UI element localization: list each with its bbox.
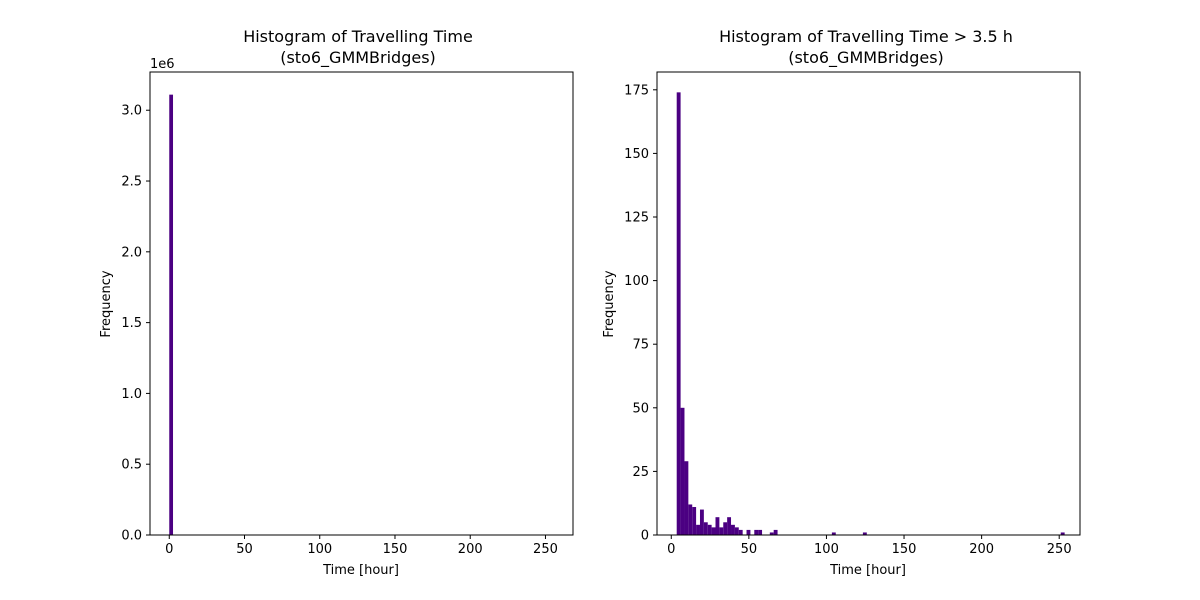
histogram-travelling-time: Histogram of Travelling Time (sto6_GMMBr… [99, 27, 574, 578]
y-offset-label: 1e6 [150, 57, 175, 72]
chart-title-line-1: Histogram of Travelling Time [243, 27, 473, 46]
x-tick-label: 150 [892, 542, 917, 557]
y-tick-label: 0 [641, 529, 649, 544]
y-tick-label: 1.5 [121, 316, 142, 331]
x-tick-label: 250 [533, 542, 558, 557]
x-tick-label: 100 [307, 542, 332, 557]
bars [169, 94, 174, 536]
y-tick-label: 175 [624, 83, 649, 98]
y-tick-label: 2.5 [121, 175, 142, 190]
x-tick-label: 0 [667, 542, 675, 557]
histogram-bar [696, 524, 700, 535]
histogram-bar [769, 532, 774, 535]
x-tick-label: 200 [458, 542, 483, 557]
y-tick-label: 0.0 [121, 529, 142, 544]
bars [676, 92, 1065, 535]
y-axis-label: Frequency [99, 270, 114, 337]
y-tick-label: 100 [624, 274, 649, 289]
x-axis-label: Time [hour] [829, 563, 906, 578]
y-tick-label: 150 [624, 147, 649, 162]
chart-title-line-2: (sto6_GMMBridges) [788, 48, 944, 68]
histogram-bar [1060, 532, 1065, 535]
histogram-bar [773, 529, 778, 535]
y-axis-label: Frequency [602, 270, 617, 337]
histogram-bar [862, 532, 867, 535]
x-tick-label: 250 [1047, 542, 1072, 557]
histogram-bar [719, 527, 724, 535]
y-tick-label: 25 [632, 465, 649, 480]
histogram-travelling-time-over-3-5h: Histogram of Travelling Time > 3.5 h (st… [602, 27, 1081, 578]
histogram-bar [676, 92, 681, 535]
plot-frame [656, 71, 1081, 536]
y-tick-label: 2.0 [121, 245, 142, 260]
histogram-bar [758, 529, 763, 535]
x-axis-label: Time [hour] [322, 563, 399, 578]
histogram-bar [684, 461, 689, 535]
y-axis-ticks: 0.0 0.5 1.0 1.5 2.0 2.5 3.0 [121, 104, 150, 544]
histogram-bar [831, 532, 836, 535]
x-tick-label: 200 [969, 542, 994, 557]
x-tick-label: 50 [741, 542, 758, 557]
histogram-bar [703, 522, 708, 535]
histogram-bar [754, 529, 759, 535]
x-axis-ticks: 0 50 100 150 200 250 [667, 535, 1072, 557]
histogram-bar [692, 507, 697, 535]
histogram-bar [746, 529, 751, 535]
histogram-bar [680, 407, 685, 535]
histogram-bar [715, 517, 720, 535]
chart-title-line-2: (sto6_GMMBridges) [280, 48, 436, 68]
x-tick-label: 150 [383, 542, 408, 557]
x-axis-ticks: 0 50 100 150 200 250 [165, 535, 558, 557]
histogram-bar [731, 524, 735, 535]
y-tick-label: 50 [632, 401, 649, 416]
x-tick-label: 100 [814, 542, 839, 557]
x-tick-label: 0 [165, 542, 173, 557]
histogram-bar [727, 517, 732, 535]
y-tick-label: 125 [624, 211, 649, 226]
histogram-bar [169, 94, 174, 536]
histogram-bar [707, 524, 712, 535]
histogram-bar [723, 522, 728, 535]
y-tick-label: 1.0 [121, 387, 142, 402]
y-tick-label: 0.5 [121, 458, 142, 473]
y-tick-label: 3.0 [121, 104, 142, 119]
histogram-bar [688, 504, 693, 535]
chart-title-line-1: Histogram of Travelling Time > 3.5 h [719, 27, 1013, 46]
y-tick-label: 75 [632, 338, 649, 353]
plot-frame [149, 71, 574, 536]
x-tick-label: 50 [236, 542, 253, 557]
histogram-bar [699, 509, 704, 535]
histogram-bar [738, 529, 743, 535]
y-axis-ticks: 0 25 50 75 100 125 150 175 [624, 83, 657, 544]
histogram-bar [734, 527, 739, 535]
histogram-bar [711, 527, 716, 535]
